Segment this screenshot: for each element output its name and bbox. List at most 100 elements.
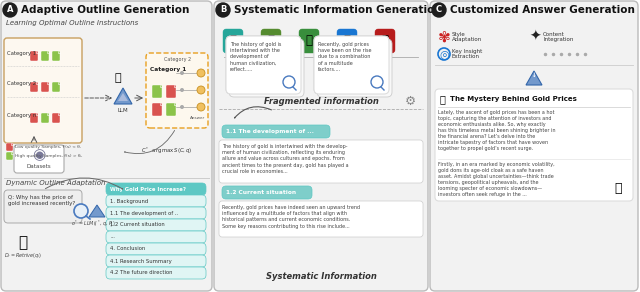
FancyBboxPatch shape xyxy=(52,51,60,61)
FancyBboxPatch shape xyxy=(4,38,82,143)
FancyBboxPatch shape xyxy=(106,267,206,279)
FancyBboxPatch shape xyxy=(314,36,389,94)
Text: 🌐: 🌐 xyxy=(230,34,237,48)
FancyBboxPatch shape xyxy=(166,103,176,116)
FancyArrowPatch shape xyxy=(125,131,175,154)
Text: Systematic Information Generation: Systematic Information Generation xyxy=(234,5,442,15)
FancyBboxPatch shape xyxy=(4,190,82,223)
Circle shape xyxy=(432,3,446,17)
Text: $o^* = LLM(I^*, q, P_j)$: $o^* = LLM(I^*, q, P_j)$ xyxy=(71,218,115,230)
Text: ◉: ◉ xyxy=(33,147,45,163)
Text: $D_r = Retrive(q_i)$: $D_r = Retrive(q_i)$ xyxy=(4,251,42,260)
Text: Lately, the ascent of gold prices has been a hot
topic, capturing the attention : Lately, the ascent of gold prices has be… xyxy=(438,110,556,151)
Text: Systematic Information: Systematic Information xyxy=(266,272,376,281)
Text: ✦: ✦ xyxy=(529,30,541,44)
Text: Why Gold Price Increase?: Why Gold Price Increase? xyxy=(110,187,186,192)
Text: Datasets: Datasets xyxy=(27,164,51,168)
Text: Content
Integration: Content Integration xyxy=(543,32,573,42)
Text: Recently, gold prices have indeed seen an upward trend
influenced by a multitude: Recently, gold prices have indeed seen a… xyxy=(222,205,360,229)
FancyArrowPatch shape xyxy=(235,107,271,118)
FancyBboxPatch shape xyxy=(41,51,49,61)
Text: Fragmented information: Fragmented information xyxy=(264,96,378,105)
Text: 1.1 The development of ...: 1.1 The development of ... xyxy=(226,129,314,134)
Text: B: B xyxy=(220,6,226,15)
Text: $D_{ret}=Receive(q_{ret})$: $D_{ret}=Receive(q_{ret})$ xyxy=(326,62,377,70)
FancyBboxPatch shape xyxy=(375,29,395,53)
FancyBboxPatch shape xyxy=(106,255,206,267)
FancyBboxPatch shape xyxy=(52,113,60,123)
FancyBboxPatch shape xyxy=(152,103,162,116)
FancyArrowPatch shape xyxy=(45,178,123,189)
Text: Adaptive Outline Generation: Adaptive Outline Generation xyxy=(21,5,189,15)
Text: Q: Why has the price of
gold increased recently?: Q: Why has the price of gold increased r… xyxy=(8,195,76,206)
FancyBboxPatch shape xyxy=(430,1,638,291)
FancyBboxPatch shape xyxy=(6,152,13,160)
FancyBboxPatch shape xyxy=(106,183,206,195)
FancyBboxPatch shape xyxy=(226,36,301,94)
Text: High quality Samples, f(s) > θₕ: High quality Samples, f(s) > θₕ xyxy=(15,154,83,158)
Text: Learning Optimal Outline Instructions: Learning Optimal Outline Instructions xyxy=(6,20,138,26)
Polygon shape xyxy=(114,88,132,104)
Text: C: C xyxy=(436,6,442,15)
Text: LLM: LLM xyxy=(118,109,128,114)
FancyBboxPatch shape xyxy=(30,51,38,61)
Text: $C^*\ \ \mathrm{arg\,max}\,S(C,q)$: $C^*\ \ \mathrm{arg\,max}\,S(C,q)$ xyxy=(141,146,193,156)
Text: The Mystery Behind Gold Prices: The Mystery Behind Gold Prices xyxy=(450,96,577,102)
Text: 1. Background: 1. Background xyxy=(110,199,148,204)
Circle shape xyxy=(180,71,184,75)
FancyBboxPatch shape xyxy=(52,82,60,92)
Text: Category 2: Category 2 xyxy=(7,81,36,86)
FancyBboxPatch shape xyxy=(223,29,243,53)
FancyBboxPatch shape xyxy=(226,36,301,94)
Text: Category 1: Category 1 xyxy=(150,67,186,72)
Text: A: A xyxy=(7,6,13,15)
FancyBboxPatch shape xyxy=(152,85,162,98)
Text: ⚙: ⚙ xyxy=(404,95,415,107)
Circle shape xyxy=(180,88,184,92)
Text: 🏙: 🏙 xyxy=(19,236,28,251)
FancyBboxPatch shape xyxy=(229,39,304,97)
FancyBboxPatch shape xyxy=(41,82,49,92)
FancyBboxPatch shape xyxy=(106,219,206,231)
Text: 📗: 📗 xyxy=(268,34,275,48)
Circle shape xyxy=(180,105,184,109)
Text: Recently, gold prices
have been on the rise
due to a combination
of a multitude
: Recently, gold prices have been on the r… xyxy=(318,42,371,72)
FancyBboxPatch shape xyxy=(1,1,212,291)
Polygon shape xyxy=(526,71,542,85)
FancyBboxPatch shape xyxy=(41,113,49,123)
Circle shape xyxy=(3,3,17,17)
Text: 📋: 📋 xyxy=(305,34,312,48)
FancyBboxPatch shape xyxy=(314,36,389,94)
Text: Style
Adaptation: Style Adaptation xyxy=(452,32,483,42)
Circle shape xyxy=(197,86,205,94)
FancyBboxPatch shape xyxy=(14,145,64,173)
FancyBboxPatch shape xyxy=(337,29,357,53)
Circle shape xyxy=(197,69,205,77)
Text: The history of gold is
intertwined with the
development of
human civilization,
r: The history of gold is intertwined with … xyxy=(230,42,282,72)
Text: Firstly, in an era marked by economic volatility,
gold dons its age-old cloak as: Firstly, in an era marked by economic vo… xyxy=(438,162,555,197)
Text: 1.1 The development of ..: 1.1 The development of .. xyxy=(110,211,178,215)
Text: ↓: ↓ xyxy=(532,72,536,77)
FancyBboxPatch shape xyxy=(146,53,208,128)
FancyBboxPatch shape xyxy=(30,82,38,92)
Text: 1.2 Current situation: 1.2 Current situation xyxy=(226,190,296,195)
FancyBboxPatch shape xyxy=(219,140,423,183)
Text: Category 2: Category 2 xyxy=(164,58,191,62)
FancyBboxPatch shape xyxy=(106,207,206,219)
Text: Low quality Samples, F(s) < θₗ: Low quality Samples, F(s) < θₗ xyxy=(15,145,81,149)
Polygon shape xyxy=(118,93,128,101)
Text: Customized Answer Generation: Customized Answer Generation xyxy=(450,5,635,15)
FancyBboxPatch shape xyxy=(106,231,206,243)
Text: Key Insight
Extraction: Key Insight Extraction xyxy=(452,48,483,59)
Text: ◎: ◎ xyxy=(439,49,449,59)
Text: Dynamic Outline Adaptation: Dynamic Outline Adaptation xyxy=(6,180,106,186)
FancyBboxPatch shape xyxy=(222,186,312,199)
Text: Answer: Answer xyxy=(190,116,205,120)
FancyBboxPatch shape xyxy=(214,1,428,291)
Text: 🗄️: 🗄️ xyxy=(344,34,351,48)
Text: 4. Conclusion: 4. Conclusion xyxy=(110,246,145,251)
FancyBboxPatch shape xyxy=(435,89,633,201)
Polygon shape xyxy=(89,205,105,217)
FancyBboxPatch shape xyxy=(219,201,423,237)
Text: 4.1 Research Summary: 4.1 Research Summary xyxy=(110,258,172,263)
